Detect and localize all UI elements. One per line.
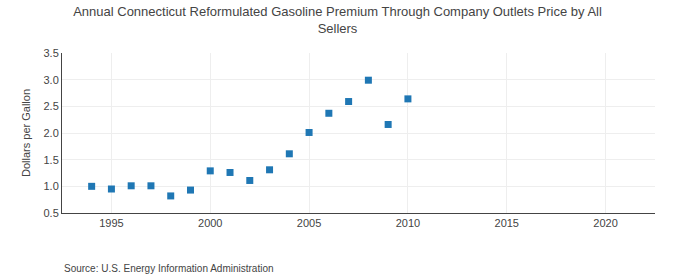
svg-text:2020: 2020 — [593, 217, 617, 229]
svg-text:Annual Connecticut Reformulate: Annual Connecticut Reformulated Gasoline… — [73, 4, 602, 36]
svg-text:0.5: 0.5 — [44, 207, 59, 219]
svg-text:2.5: 2.5 — [44, 100, 59, 112]
svg-text:Source: U.S. Energy Informatio: Source: U.S. Energy Information Administ… — [64, 263, 274, 274]
svg-text:3.5: 3.5 — [44, 47, 59, 59]
svg-text:1.0: 1.0 — [44, 180, 59, 192]
svg-text:2010: 2010 — [396, 217, 420, 229]
svg-text:2.0: 2.0 — [44, 127, 59, 139]
svg-text:1.5: 1.5 — [44, 154, 59, 166]
svg-text:1995: 1995 — [99, 217, 123, 229]
svg-text:2005: 2005 — [297, 217, 321, 229]
svg-text:3.0: 3.0 — [44, 74, 59, 86]
svg-text:2000: 2000 — [198, 217, 222, 229]
svg-text:2015: 2015 — [495, 217, 519, 229]
svg-text:Dollars per Gallon: Dollars per Gallon — [20, 89, 32, 177]
